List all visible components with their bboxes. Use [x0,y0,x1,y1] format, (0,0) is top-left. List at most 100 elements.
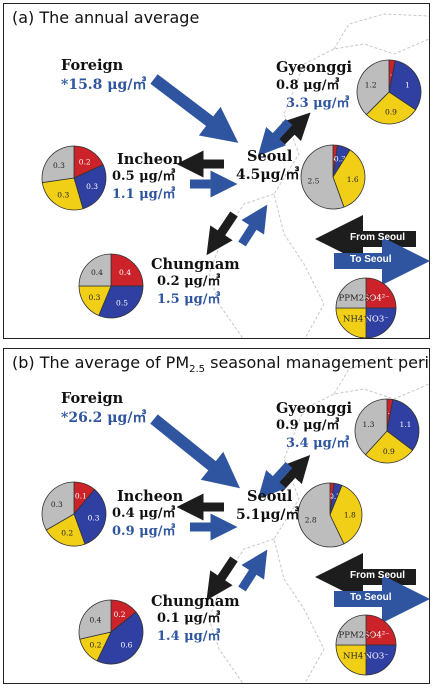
pie-seoul: 0.10.21.8 2.8 [297,482,363,548]
pie-label-other: 2.5 [307,176,319,185]
arrow-seoul-to-chungnam [206,556,238,601]
pie-label-so4: SO4²⁻ [364,293,390,303]
pie-label-other: PPM2.5 [339,630,373,640]
pie-slice-nh4 [332,149,366,208]
pie-label-nh4: 0.3 [89,293,101,302]
pie-slice-so4 [365,614,397,646]
gyeonggi-inflow: 3.3 μg/㎥ [286,96,350,111]
arrow-seoul-to-chungnam [206,211,238,256]
pie-gyeonggi: 0.1 1 0.9 1.2 [356,59,422,125]
pie-slice-other [78,599,112,640]
pie-slice-other [78,253,112,287]
foreign-arrow [150,74,239,143]
pie-label-nh4: 1.8 [344,510,356,519]
seoul-label: Seoul [247,148,293,165]
gyeonggi-inflow: 3.4 μg/㎥ [286,436,350,451]
seoul-value: 4.5μg/㎥ [236,167,300,183]
pie-incheon: 0.1 0.3 0.2 0.3 [41,481,107,547]
pie-slice-so4 [110,253,144,287]
pie-label-nh4: 0.3 [57,191,69,200]
pie-slice-other [297,482,345,548]
gyeonggi-label: Gyeonggi [276,400,353,417]
pie-slice-no3 [96,611,144,665]
foreign-value: *15.8 μg/㎥ [61,77,147,93]
pie-slice-nh4 [364,430,414,464]
incheon-label: Incheon [117,151,184,168]
incheon-inflow: 1.1 μg/㎥ [112,187,176,202]
arrow-chungnam-to-seoul [238,204,268,247]
gyeonggi-outflow: 0.8 μg/㎥ [276,78,340,93]
gyeonggi-label: Gyeonggi [276,59,353,76]
legend-to-seoul: To Seoul [350,254,392,265]
panel-b-graphics: 0.11.10.91.3 0.10.21.82.8 0.10.30.20.3 0… [41,358,429,683]
pie-slice-other [356,59,390,116]
pie-label-nh4: 1.6 [347,175,359,184]
pie-label-nh4: 0.9 [385,108,397,117]
pie-label-other: 0.3 [53,161,65,170]
pie-slice-nh4 [41,177,84,211]
pie-label-so4: 0.4 [119,268,131,277]
pie-label-other: 1.3 [363,420,375,429]
pie-label-other: 1.2 [365,80,377,89]
pie-slice-no3 [73,164,107,210]
pie-label-no3: 1.1 [400,420,412,429]
pie-label-other: 0.3 [51,500,63,509]
pie-label-no3: 0.3 [334,154,346,163]
incheon-label: Incheon [117,488,184,505]
pie-slice-no3 [73,488,107,545]
pie-label-other: 2.8 [305,515,317,524]
pie-chungnam: 0.2 0.6 0.2 0.4 [78,599,144,665]
pie-slice-no3 [386,399,420,451]
pie-slice-other [335,277,367,309]
pie-slice-no3 [388,60,422,111]
pie-slice-nh4 [329,484,363,545]
incheon-inflow: 0.9 μg/㎥ [112,524,176,539]
arrow-chungnam-to-seoul [238,549,268,592]
pie-slice-other [41,481,75,531]
pie-slice-other [41,145,75,184]
arrow-gyeonggi-to-seoul [257,118,293,156]
pie-label-nh4: 0.2 [61,529,73,538]
pie-label-no3: NO3⁻ [364,315,388,325]
foreign-label: Foreign [61,390,124,407]
legend-to-seoul: To Seoul [350,592,392,603]
pie-label-no3: NO3⁻ [364,652,388,662]
chungnam-inflow: 1.5 μg/㎥ [157,292,221,307]
pie-label-other: 0.4 [90,616,102,625]
pie-label-so4: 0.2 [79,157,91,166]
pie-incheon: 0.2 0.3 0.3 0.3 [41,145,107,211]
panel-annual-average: 0.1 1 0.9 1.2 0.1 0.3 1.6 2.5 0.2 0.3 0.3 0.3 0.4… [3,3,430,339]
pie-label-so4: SO4²⁻ [364,630,390,640]
pie-label-no3: 0.5 [116,298,128,307]
pie-label-so4: 0.1 [385,68,397,77]
seoul-value: 5.1μg/㎥ [236,507,300,523]
pie-seoul: 0.10.3 1.6 2.5 [300,144,366,210]
pie-slice-nh4 [335,307,367,338]
pie-label-no3: 0.3 [88,513,100,522]
panel-a-graphics: 0.110.91.2 0.10.31.62.5 0.20.30.30.3 0.4… [41,13,429,338]
pie-label-no3: 0.3 [86,182,98,191]
chungnam-label: Chungnam [151,256,240,273]
pie-label-nh4: 0.2 [90,640,102,649]
chungnam-label: Chungnam [151,593,240,610]
pie-label-nh4: NH4⁺ [343,315,368,325]
pie-label-so4: 0.1 [328,153,340,162]
gyeonggi-outflow: 0.9 μg/㎥ [276,418,340,433]
pie-label-no3: 0.2 [329,492,341,501]
pie-slice-no3 [365,307,397,338]
pie-slice-no3 [365,644,397,676]
panel-seasonal-management: 0.1 1.1 0.9 1.3 0.1 0.2 1.8 2.8 0.1 0.3 0.2 0.3 0… [3,348,430,684]
pie-label-nh4: 0.9 [383,447,395,456]
pie-legend: SO4²⁻ NO3⁻NH4⁺ PPM2.5 [335,277,397,338]
pie-chungnam: 0.4 0.5 0.3 0.4 [78,253,144,319]
pie-label-no3: 1 [405,80,410,89]
incheon-outflow: 0.4 μg/㎥ [112,506,176,521]
panel-title: (a) The annual average [12,8,200,27]
pie-slice-nh4 [365,91,417,125]
pie-slice-nh4 [335,644,367,676]
pie-label-so4: 0.2 [114,610,126,619]
pie-label-other: PPM2.5 [339,293,373,303]
pie-label-other: 0.4 [91,268,103,277]
pie-label-so4: 0.1 [75,491,87,500]
arrow-gyeonggi-to-seoul [257,461,293,499]
